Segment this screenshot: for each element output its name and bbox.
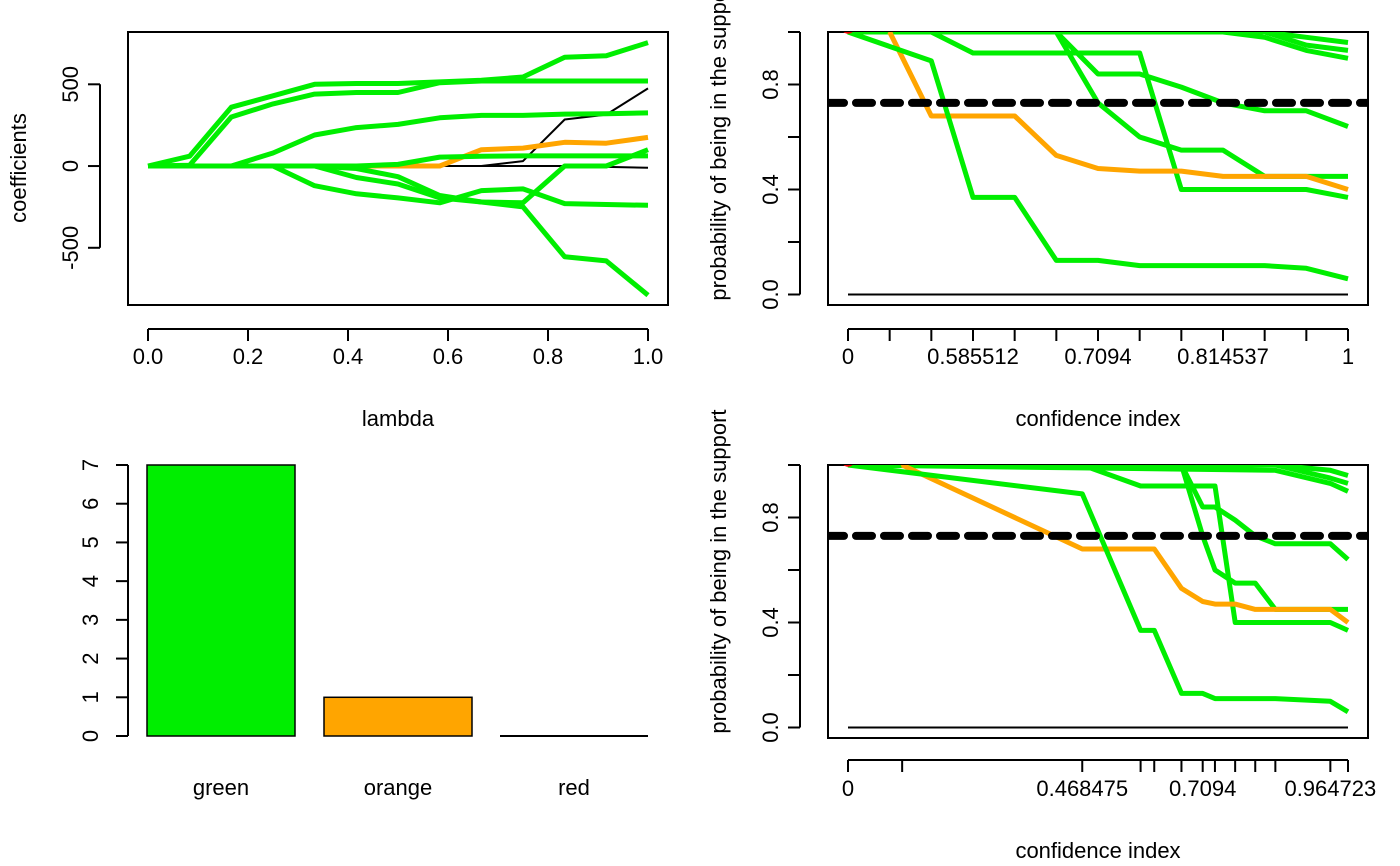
probability-line — [848, 465, 1350, 562]
y-tick-label: 0 — [58, 160, 83, 172]
x-tick-label: 0.814537 — [1177, 344, 1269, 369]
probability-line — [848, 32, 1349, 61]
y-tick-label: 5 — [78, 536, 103, 548]
probability-line — [901, 465, 1350, 625]
y-tick-label: -500 — [58, 226, 83, 270]
probability-line — [848, 465, 1350, 633]
x-axis-title: confidence index — [1015, 838, 1180, 863]
x-tick-label: 0.7094 — [1064, 344, 1131, 369]
marker-triangle — [888, 32, 892, 35]
probability-line — [887, 32, 1349, 192]
coefficient-path-line — [148, 134, 649, 169]
plot-frame — [127, 31, 669, 306]
y-tick-label: 3 — [78, 614, 103, 626]
marker-triangle — [929, 32, 933, 35]
plot-area — [828, 32, 1368, 296]
coefficient-path-plot: 0.0 0.2 0.4 0.6 0.8 1.0 -500 0 500 lambda coeffici… — [6, 31, 669, 431]
y-tick-label: 1 — [78, 691, 103, 703]
bar-category-label: red — [558, 775, 590, 800]
marker-triangle — [900, 465, 904, 468]
y-tick-label: 0.0 — [758, 712, 783, 743]
plot-area — [828, 465, 1368, 729]
y-tick-label: 7 — [78, 459, 103, 471]
y-tick-label: 0 — [78, 730, 103, 742]
probability-line — [848, 465, 1349, 486]
support-probability-plot-bottom: 0 0.468475 0.7094 0.964723 0.0 0.4 0.8 confiden… — [706, 409, 1376, 863]
y-tick-label: 0.8 — [758, 502, 783, 533]
x-tick-label: 1 — [1342, 344, 1354, 369]
bar-category-label: green — [193, 775, 249, 800]
probability-line — [848, 32, 1349, 45]
marker-circle — [843, 465, 853, 467]
x-axis-title: confidence index — [1015, 406, 1180, 431]
y-tick-label: 0.0 — [758, 279, 783, 310]
y-tick-label: 2 — [78, 652, 103, 664]
x-tick-label: 0.6 — [433, 344, 464, 369]
x-tick-label: 0 — [842, 776, 854, 801]
support-probability-plot-top: 0 0.585512 0.7094 0.814537 1 0.0 0.4 0.8 confide… — [706, 0, 1369, 431]
y-axis-title: probability of being in the support — [706, 409, 731, 733]
y-tick-label: 0.4 — [758, 607, 783, 638]
x-tick-label: 0.4 — [333, 344, 364, 369]
bar — [146, 464, 296, 737]
y-axis-title: coefficients — [6, 113, 31, 223]
x-tick-label: 0.964723 — [1284, 776, 1376, 801]
probability-line — [848, 32, 1349, 53]
y-tick-label: 4 — [78, 575, 103, 587]
probability-line — [847, 465, 1350, 714]
probability-line — [848, 465, 1349, 478]
bar — [323, 696, 473, 737]
x-tick-label: 0.585512 — [927, 344, 1019, 369]
bar-category-label: orange — [364, 775, 433, 800]
marker-triangle — [1080, 465, 1084, 468]
x-tick-label: 0.0 — [133, 344, 164, 369]
coefficient-path-line — [147, 78, 648, 169]
x-axis-title: lambda — [362, 406, 435, 431]
x-tick-label: 0 — [842, 344, 854, 369]
x-tick-label: 0.7094 — [1169, 776, 1236, 801]
x-tick-label: 1.0 — [633, 344, 664, 369]
y-tick-label: 0.8 — [758, 69, 783, 100]
probability-line — [848, 32, 1349, 200]
marker-circle — [843, 32, 853, 34]
x-tick-label: 0.468475 — [1036, 776, 1128, 801]
y-axis-title: probability of being in the support — [706, 0, 731, 301]
x-tick-label: 0.2 — [233, 344, 264, 369]
probability-line — [847, 465, 1350, 494]
probability-line — [848, 32, 1349, 129]
color-count-bar-chart: green orange red 0 1 2 3 4 5 6 7 — [78, 459, 648, 800]
y-tick-label: 0.4 — [758, 174, 783, 205]
coefficient-path-line — [147, 40, 649, 169]
coefficient-path-line — [148, 163, 650, 298]
x-tick-label: 0.8 — [533, 344, 564, 369]
probability-line — [847, 32, 1349, 282]
y-tick-label: 6 — [78, 498, 103, 510]
y-tick-label: 500 — [58, 66, 83, 103]
